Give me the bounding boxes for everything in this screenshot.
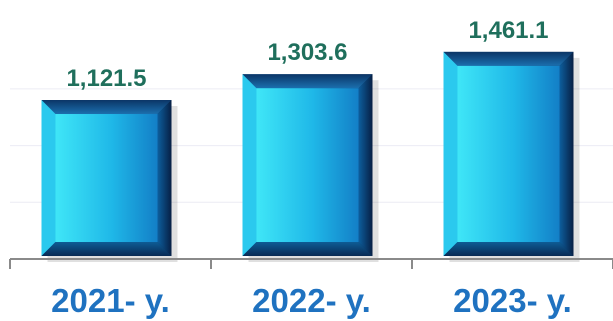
x-axis [9, 258, 613, 269]
data-label: 1,121.5 [66, 65, 146, 92]
bar-face [55, 114, 158, 242]
bar [443, 51, 580, 263]
bar-bevel-left [242, 74, 257, 256]
data-label: 1,461.1 [468, 17, 548, 44]
x-tick-label: 2021- y. [51, 282, 170, 319]
bar-face [256, 88, 359, 242]
bar-bevel-bottom [41, 242, 172, 256]
bar-bevel-right [157, 100, 172, 256]
bar-bevel-bottom [242, 242, 373, 256]
data-label: 1,303.6 [267, 39, 347, 66]
bar-bevel-right [358, 74, 373, 256]
bar [242, 74, 379, 262]
bar-bevel-top [41, 100, 172, 115]
x-tick-label: 2023- y. [453, 282, 572, 319]
x-tick-label: 2022- y. [252, 282, 371, 319]
bar-bevel-top [242, 74, 373, 89]
bar [41, 100, 178, 262]
bar-bevel-bottom [443, 242, 574, 256]
labels: 1,121.5 2021- y. 1,303.6 2022- y. 1,461.1 202… [51, 17, 572, 319]
bar-bevel-left [443, 51, 458, 257]
bars [41, 51, 580, 263]
bar-bevel-left [41, 100, 56, 256]
bar-bevel-top [443, 51, 574, 66]
bar-face [457, 65, 560, 243]
bar-bevel-right [559, 51, 574, 257]
